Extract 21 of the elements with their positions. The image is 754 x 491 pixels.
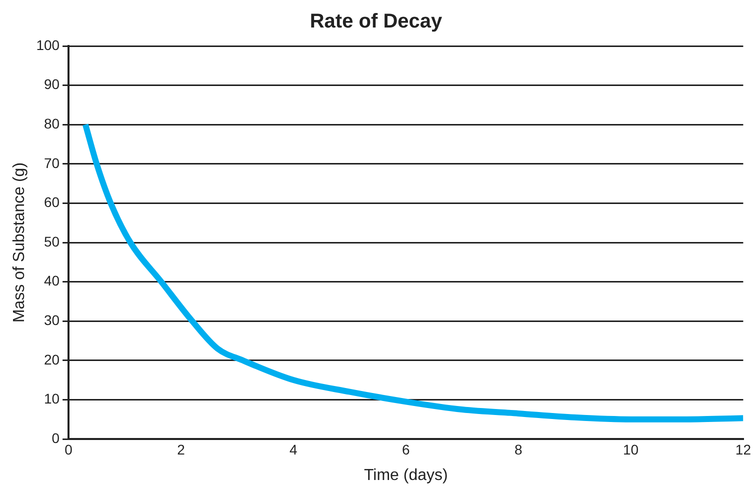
- x-tick-label: 10: [622, 441, 639, 458]
- y-tick-label: 50: [44, 233, 60, 250]
- x-tick-label: 2: [177, 441, 186, 458]
- x-tick-label: 0: [64, 441, 73, 458]
- y-tick-label: 80: [44, 115, 60, 132]
- y-tick-label: 90: [44, 76, 60, 92]
- x-tick-label: 8: [514, 441, 522, 458]
- y-tick-label: 40: [44, 272, 60, 289]
- chart-title: Rate of Decay: [310, 10, 444, 33]
- x-tick-label: 4: [290, 441, 298, 458]
- y-tick-label: 70: [44, 154, 60, 171]
- y-tick-label: 10: [44, 390, 60, 407]
- y-tick-label: 60: [44, 194, 60, 210]
- x-tick-label: 12: [735, 441, 752, 458]
- y-tick-label: 20: [44, 351, 60, 368]
- x-tick-label: 6: [402, 441, 410, 458]
- y-tick-label: 30: [44, 312, 60, 328]
- y-tick-label: 0: [52, 430, 60, 446]
- y-axis-title: Mass of Substance (g): [11, 162, 28, 323]
- x-axis-title: Time (days): [364, 466, 448, 484]
- y-tick-label: 100: [36, 36, 60, 53]
